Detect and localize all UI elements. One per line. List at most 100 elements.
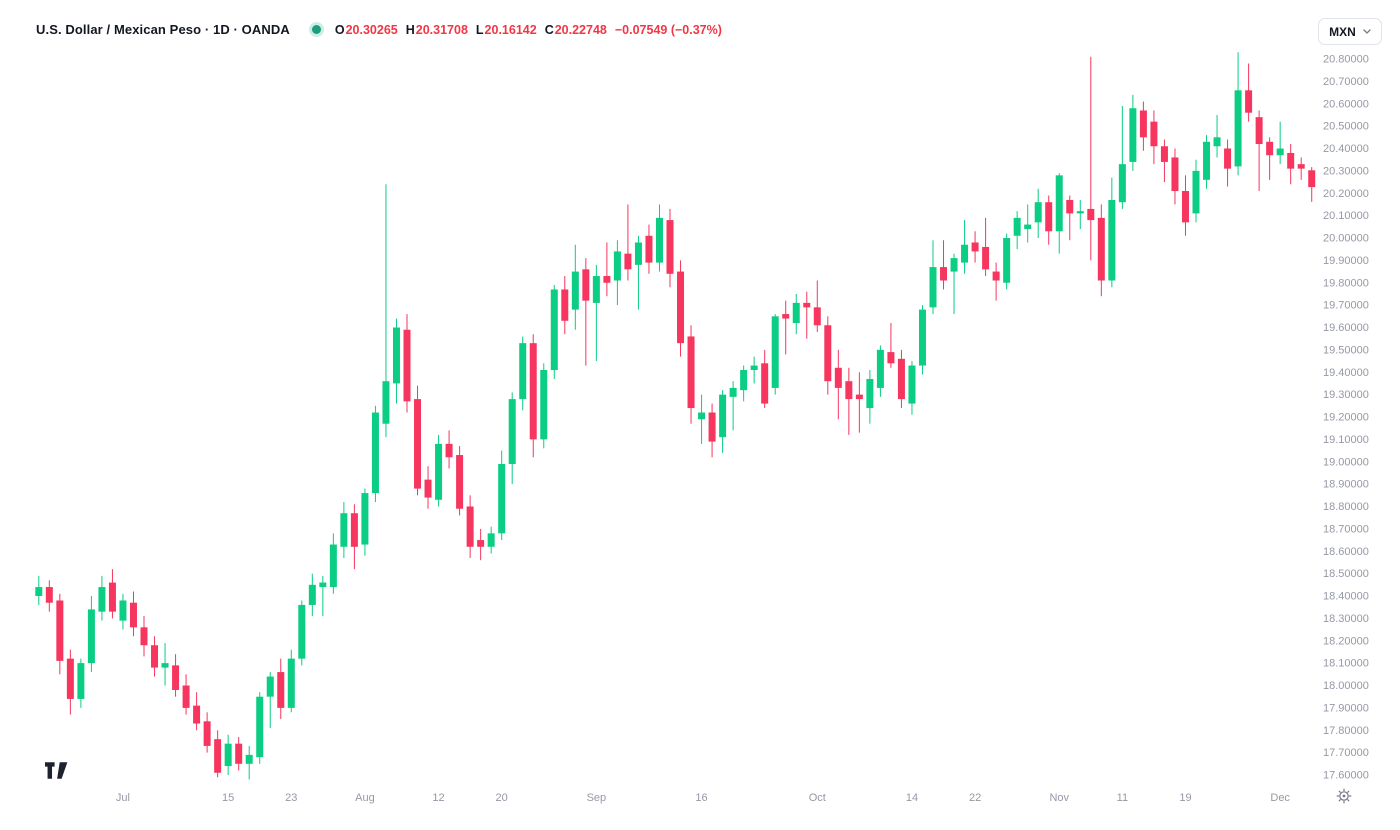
price-axis-label: 19.70000 <box>1323 300 1369 312</box>
candle <box>845 367 853 435</box>
tradingview-logo[interactable] <box>45 762 68 779</box>
candle <box>950 253 958 315</box>
candle <box>918 305 926 375</box>
price-axis-label: 19.20000 <box>1323 412 1369 424</box>
candle <box>687 325 695 424</box>
currency-dropdown-button[interactable]: MXN <box>1318 18 1382 45</box>
time-axis-label: 16 <box>695 792 707 804</box>
candle <box>129 591 137 637</box>
candle <box>466 495 474 558</box>
candle <box>613 240 621 306</box>
price-axis-label: 17.60000 <box>1323 770 1369 782</box>
candle <box>1287 144 1295 185</box>
open-label: O <box>334 22 345 37</box>
candle <box>1076 199 1084 230</box>
price-axis-label: 20.40000 <box>1323 143 1369 155</box>
candle <box>140 616 148 657</box>
candle <box>287 649 295 713</box>
candle <box>782 300 790 355</box>
candle <box>98 575 106 621</box>
price-axis-label: 18.50000 <box>1323 568 1369 580</box>
price-axis-label: 19.90000 <box>1323 255 1369 267</box>
candle <box>1171 148 1179 205</box>
price-axis-label: 19.80000 <box>1323 277 1369 289</box>
candle <box>866 370 874 424</box>
price-axis-label: 17.80000 <box>1323 725 1369 737</box>
price-axis-label: 20.20000 <box>1323 188 1369 200</box>
price-axis-label: 20.00000 <box>1323 233 1369 245</box>
chevron-down-icon <box>1363 29 1371 34</box>
candle <box>855 372 863 433</box>
candle <box>750 356 758 384</box>
candle <box>1003 233 1011 290</box>
ohlc-values: O 20.30265 H 20.31708 L 20.16142 C 20.22748 … <box>335 23 722 37</box>
candle <box>834 349 842 420</box>
candle <box>445 430 453 469</box>
candle <box>298 600 306 666</box>
candle <box>392 318 400 404</box>
open-value: 20.30265 <box>345 22 398 37</box>
candle <box>56 593 64 675</box>
candle <box>108 569 116 619</box>
time-axis-label: 11 <box>1117 792 1128 804</box>
candle <box>561 276 569 335</box>
candle <box>708 403 716 458</box>
price-axis-label: 17.90000 <box>1323 702 1369 714</box>
candle <box>308 573 316 617</box>
candle <box>1203 135 1211 189</box>
symbol-title: U.S. Dollar / Mexican Peso · 1D · OANDA <box>36 22 290 37</box>
price-axis-label: 19.60000 <box>1323 322 1369 334</box>
candle <box>319 575 327 617</box>
candle <box>424 466 432 509</box>
price-axis-label: 18.00000 <box>1323 680 1369 692</box>
candle <box>1181 175 1189 236</box>
time-axis-label: Oct <box>809 792 826 804</box>
candle <box>550 284 558 379</box>
candle <box>193 692 201 731</box>
candle <box>66 649 74 715</box>
candle <box>761 349 769 409</box>
candle <box>1150 110 1158 165</box>
candle <box>1087 56 1095 261</box>
low-label: L <box>475 22 484 37</box>
market-status-dot-icon <box>311 25 321 34</box>
candle <box>266 672 274 729</box>
candle <box>382 184 390 438</box>
candle <box>414 385 422 496</box>
time-axis-label: 15 <box>222 792 234 804</box>
candle <box>897 349 905 409</box>
candle <box>403 314 411 413</box>
candle <box>487 526 495 554</box>
candle <box>203 712 211 753</box>
high-value: 20.31708 <box>415 22 468 37</box>
time-axis-label: 19 <box>1179 792 1191 804</box>
candle <box>350 504 358 570</box>
high-label: H <box>405 22 415 37</box>
time-axis-label: 22 <box>969 792 981 804</box>
price-axis-label: 19.40000 <box>1323 367 1369 379</box>
candle <box>1213 114 1221 158</box>
candle <box>1139 101 1147 151</box>
candle <box>740 365 748 402</box>
price-axis-label: 20.50000 <box>1323 121 1369 133</box>
settings-gear-icon[interactable] <box>1336 788 1352 804</box>
time-axis-label: Sep <box>587 792 607 804</box>
candle <box>87 596 95 673</box>
candle <box>1108 177 1116 288</box>
candle <box>634 235 642 310</box>
candle <box>77 658 85 708</box>
candle <box>582 258 590 366</box>
price-axis-label: 17.70000 <box>1323 747 1369 759</box>
candle <box>792 293 800 335</box>
time-axis-label: Jul <box>116 792 130 804</box>
candle <box>340 502 348 558</box>
candle <box>1266 137 1274 180</box>
candle <box>45 580 53 612</box>
price-axis-label: 18.10000 <box>1323 658 1369 670</box>
candle <box>1129 94 1137 171</box>
symbol-legend[interactable]: U.S. Dollar / Mexican Peso · 1D · OANDA … <box>36 22 722 37</box>
candle <box>992 262 1000 301</box>
candle <box>519 336 527 411</box>
candle <box>35 575 43 605</box>
